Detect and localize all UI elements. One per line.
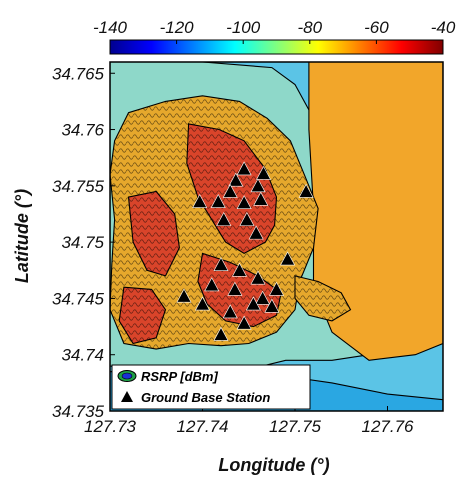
legend-label-station: Ground Base Station bbox=[141, 390, 270, 405]
base-station-marker bbox=[194, 296, 211, 311]
y-tick-label: 34.765 bbox=[52, 64, 105, 83]
y-axis-label: Latitude (°) bbox=[12, 189, 32, 283]
x-tick-label: 127.75 bbox=[269, 417, 322, 436]
land-mid-signal-region-contours bbox=[295, 275, 351, 321]
legend-rsrp-entry: RSRP [dBm] bbox=[117, 369, 218, 384]
y-tick-label: 34.74 bbox=[61, 346, 104, 365]
base-station-marker bbox=[176, 288, 192, 303]
colorbar-ticks: -140 -120 -100 -80 -60 -40 bbox=[93, 18, 456, 44]
colorbar-gradient bbox=[109, 39, 444, 55]
triangle-icon bbox=[121, 391, 133, 402]
colorbar-tick-label: -60 bbox=[364, 18, 389, 37]
base-station-marker bbox=[280, 251, 296, 266]
base-station-marker bbox=[222, 304, 238, 319]
base-station-marker bbox=[236, 195, 252, 210]
land-high-signal-region-contours bbox=[119, 287, 166, 344]
colorbar-tick-label: -120 bbox=[160, 18, 195, 37]
base-station-marker bbox=[204, 277, 220, 292]
y-tick-label: 34.76 bbox=[61, 121, 104, 140]
colorbar: -140 -120 -100 -80 -60 -40 bbox=[93, 18, 456, 55]
y-tick-label: 34.755 bbox=[52, 177, 105, 196]
base-station-markers bbox=[176, 161, 314, 341]
near-field-region bbox=[308, 62, 443, 361]
base-station-marker bbox=[231, 262, 248, 277]
base-station-marker bbox=[250, 270, 266, 285]
legend: RSRP [dBm] Ground Base Station bbox=[111, 364, 311, 410]
base-station-marker bbox=[256, 165, 272, 180]
base-station-marker bbox=[264, 298, 280, 313]
base-station-marker bbox=[255, 290, 271, 305]
land-high-signal-region-contours bbox=[197, 253, 282, 327]
colorbar-tick-label: -140 bbox=[93, 18, 128, 37]
colorbar-tick-label: -80 bbox=[298, 18, 323, 37]
y-tick-label: 34.735 bbox=[52, 402, 105, 421]
base-station-marker bbox=[253, 191, 269, 206]
y-axis-ticks: 34.765 34.76 34.755 34.75 34.745 34.74 34.735 bbox=[52, 64, 115, 421]
plot-area bbox=[109, 61, 444, 412]
colorbar-tick-label: -40 bbox=[431, 18, 456, 37]
base-station-marker bbox=[268, 281, 285, 296]
plot-frame bbox=[109, 61, 444, 412]
y-tick-label: 34.745 bbox=[52, 289, 105, 308]
base-station-marker bbox=[228, 172, 244, 187]
legend-station-entry: Ground Base Station bbox=[121, 390, 270, 405]
x-tick-label: 127.76 bbox=[362, 417, 415, 436]
base-station-marker bbox=[236, 315, 252, 330]
y-tick-label: 34.75 bbox=[61, 233, 104, 252]
base-station-marker bbox=[245, 296, 261, 311]
base-station-marker bbox=[210, 193, 226, 208]
x-tick-label: 127.73 bbox=[84, 417, 137, 436]
base-station-marker bbox=[250, 178, 266, 193]
land-high-signal-region-contours bbox=[128, 191, 180, 276]
base-station-marker bbox=[248, 225, 264, 240]
base-station-marker bbox=[192, 193, 208, 208]
base-station-marker bbox=[239, 211, 255, 226]
x-tick-label: 127.74 bbox=[177, 417, 229, 436]
base-station-marker bbox=[216, 211, 232, 226]
colorbar-tick-label: -100 bbox=[226, 18, 261, 37]
rsrp-legend-icon-inner bbox=[121, 372, 133, 380]
base-station-marker bbox=[213, 257, 229, 271]
base-station-marker bbox=[227, 281, 243, 296]
base-station-marker bbox=[222, 183, 238, 198]
base-station-marker bbox=[298, 183, 314, 198]
base-station-marker bbox=[213, 326, 229, 341]
base-station-marker bbox=[236, 161, 252, 176]
legend-label-rsrp: RSRP [dBm] bbox=[141, 369, 218, 384]
x-axis-ticks: 127.73 127.74 127.75 127.76 bbox=[84, 406, 414, 436]
legend-box bbox=[111, 364, 311, 410]
x-axis-label: Longitude (°) bbox=[218, 455, 329, 475]
